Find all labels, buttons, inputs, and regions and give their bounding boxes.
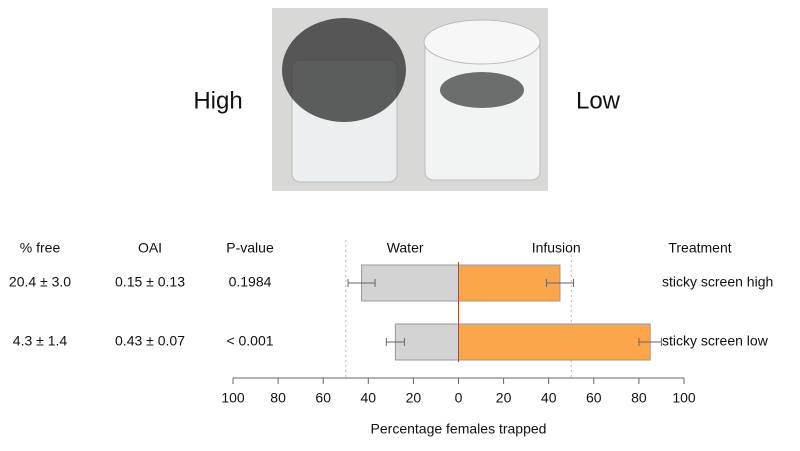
x-tick-label: 20 (406, 390, 422, 406)
table-cell: 20.4 ± 3.0 (9, 274, 71, 290)
x-tick-label: 60 (315, 390, 331, 406)
category-label: sticky screen high (662, 274, 773, 290)
bar (361, 264, 459, 302)
table-header: % free (20, 240, 61, 256)
x-tick-label: 0 (455, 390, 463, 406)
bar (458, 323, 651, 361)
x-tick-label: 100 (672, 390, 696, 406)
category-label: sticky screen low (662, 333, 769, 349)
photo-label: Low (576, 87, 621, 114)
bar (394, 323, 459, 361)
photo: High Low (193, 8, 621, 191)
category-header: Treatment (668, 240, 731, 256)
x-tick-label: 40 (361, 390, 377, 406)
table-cell: 0.43 ± 0.07 (115, 333, 185, 349)
table-header: P-value (226, 240, 274, 256)
photo-label: High (193, 87, 242, 114)
cup-low-rim (423, 19, 541, 65)
x-axis-label: Percentage females trapped (371, 421, 547, 437)
series-label: Infusion (532, 240, 581, 256)
series-label: Water (387, 240, 424, 256)
table-header: OAI (138, 240, 162, 256)
x-tick-label: 20 (496, 390, 512, 406)
bar (458, 264, 561, 302)
table-cell: 4.3 ± 1.4 (13, 333, 68, 349)
x-tick-label: 80 (631, 390, 647, 406)
table-cell: < 0.001 (226, 333, 273, 349)
table-cell: 0.15 ± 0.13 (115, 274, 185, 290)
x-tick-label: 80 (270, 390, 286, 406)
x-tick-label: 40 (541, 390, 557, 406)
screen-high (282, 18, 406, 122)
x-tick-label: 60 (586, 390, 602, 406)
x-tick-label: 100 (221, 390, 245, 406)
table-cell: 0.1984 (229, 274, 272, 290)
screen-low (440, 72, 524, 108)
